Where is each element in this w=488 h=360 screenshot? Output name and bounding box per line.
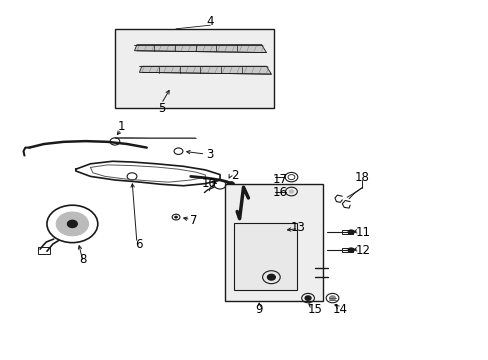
Text: 8: 8 — [79, 253, 87, 266]
Text: 7: 7 — [189, 214, 197, 227]
Text: 10: 10 — [202, 177, 216, 190]
Text: 3: 3 — [206, 148, 214, 161]
Text: 2: 2 — [230, 169, 238, 182]
Text: 16: 16 — [272, 186, 286, 199]
Text: 12: 12 — [355, 244, 369, 257]
Bar — [224, 184, 322, 301]
Text: 13: 13 — [290, 221, 305, 234]
Circle shape — [288, 190, 293, 193]
Bar — [342, 248, 352, 252]
Bar — [115, 29, 273, 108]
Circle shape — [329, 296, 335, 300]
Bar — [233, 223, 297, 290]
Bar — [342, 230, 352, 234]
Text: 18: 18 — [354, 171, 368, 184]
Circle shape — [67, 220, 77, 228]
Text: 1: 1 — [117, 120, 125, 133]
Text: 4: 4 — [206, 15, 214, 28]
Circle shape — [305, 296, 310, 300]
Circle shape — [347, 230, 353, 234]
Circle shape — [347, 248, 353, 252]
Polygon shape — [139, 66, 271, 74]
Circle shape — [174, 216, 177, 218]
Bar — [38, 247, 50, 254]
Text: 11: 11 — [355, 226, 369, 239]
Polygon shape — [134, 45, 266, 53]
Text: 14: 14 — [332, 303, 347, 316]
Circle shape — [56, 212, 88, 236]
Text: 5: 5 — [157, 102, 165, 114]
Circle shape — [226, 181, 234, 187]
Text: 6: 6 — [135, 238, 143, 251]
Text: 9: 9 — [255, 303, 263, 316]
Text: 15: 15 — [307, 303, 322, 316]
Circle shape — [267, 274, 275, 280]
Text: 17: 17 — [272, 173, 286, 186]
